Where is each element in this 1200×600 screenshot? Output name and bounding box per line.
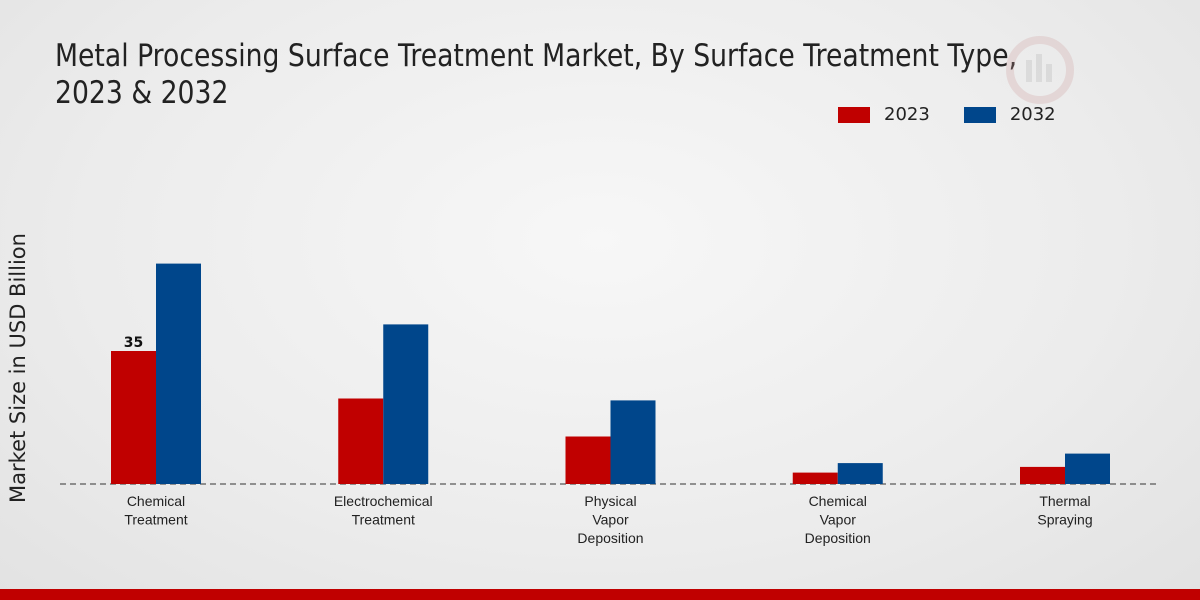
bar-2032-2[interactable]	[610, 400, 656, 484]
legend-item-2032[interactable]: 2032	[963, 104, 1056, 125]
bar-2023-4[interactable]	[1020, 466, 1065, 484]
x-tick-label-2: Physical Vapor Deposition	[577, 493, 643, 546]
bar-2032-0[interactable]	[156, 263, 201, 484]
x-tick-label-3: Chemical Vapor Deposition	[805, 493, 871, 546]
bar-2032-3[interactable]	[837, 463, 883, 484]
bar-2023-0[interactable]	[111, 351, 156, 484]
legend-label-2023: 2023	[884, 104, 930, 125]
x-tick-label-4: Thermal Spraying	[1037, 493, 1092, 528]
x-tick-label-0: Chemical Treatment	[124, 493, 187, 528]
bottom-accent-bar	[0, 589, 1200, 600]
bar-2023-3[interactable]	[792, 472, 838, 484]
bar-2023-2[interactable]	[565, 436, 611, 485]
legend: 2023 2032	[838, 104, 1056, 125]
bar-2023-1[interactable]	[338, 398, 384, 485]
bar-2032-1[interactable]	[383, 324, 429, 484]
legend-label-2032: 2032	[1009, 104, 1056, 125]
chart-title: Metal Processing Surface Treatment Marke…	[55, 38, 1018, 111]
data-label-0: 35	[124, 335, 143, 351]
legend-swatch-2032	[963, 106, 996, 123]
legend-swatch-2023	[838, 106, 870, 123]
watermark-logo-icon	[1000, 30, 1080, 114]
legend-item-2023[interactable]: 2023	[838, 104, 930, 125]
x-tick-label-1: Electrochemical Treatment	[334, 493, 433, 528]
bar-2032-4[interactable]	[1065, 453, 1110, 484]
